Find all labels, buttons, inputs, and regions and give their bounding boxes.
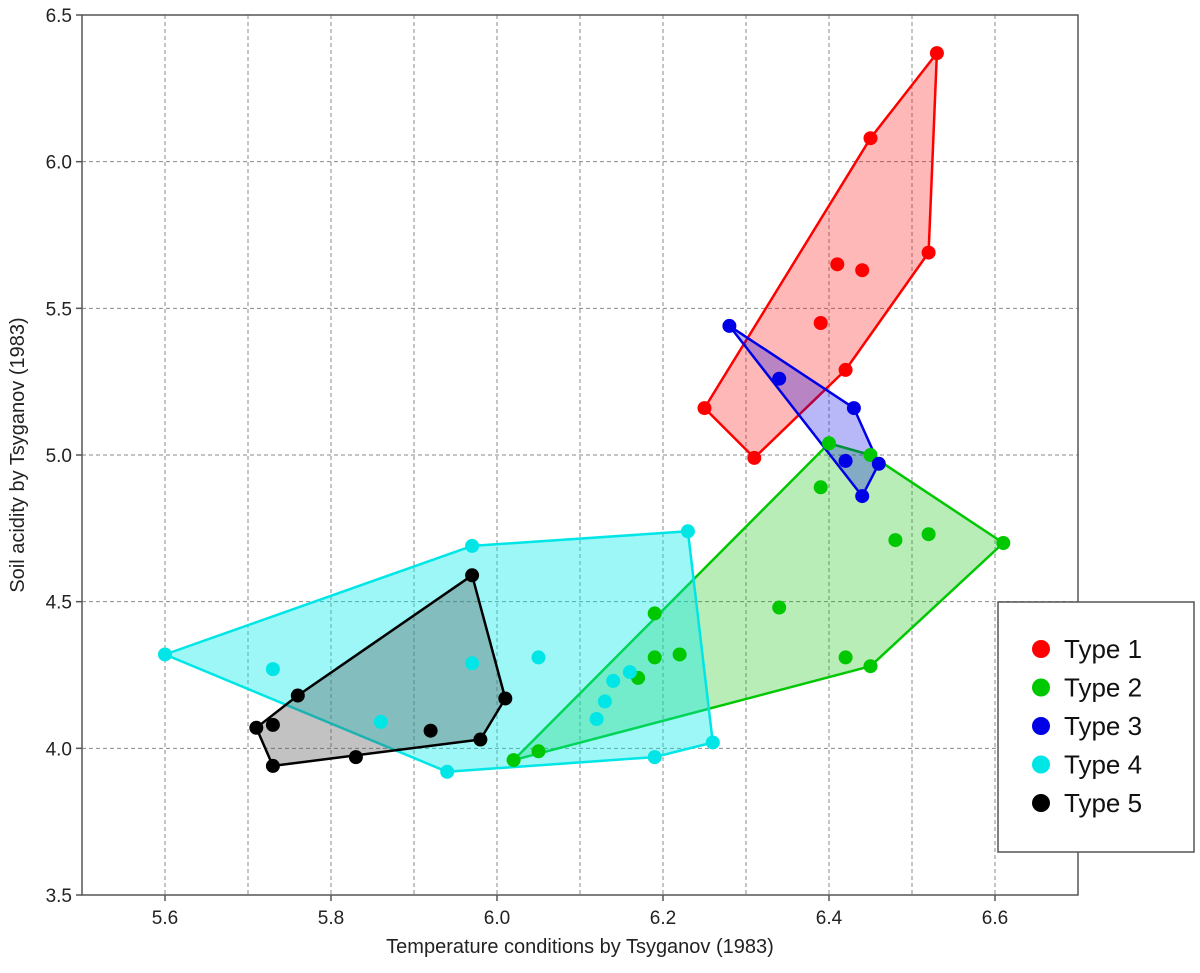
y-tick-label: 4.5 [46,593,72,614]
x-tick-label: 6.6 [982,908,1008,929]
point-type-5 [473,732,488,747]
y-tick-label: 6.5 [46,6,72,27]
point-type-4 [373,714,388,729]
legend-label-type-5: Type 5 [1064,788,1142,818]
point-type-4 [440,764,455,779]
point-type-5 [465,568,480,583]
point-type-3 [722,318,737,333]
grid [82,15,1078,895]
point-type-1 [863,131,878,146]
point-type-4 [647,750,662,765]
point-type-4 [705,735,720,750]
point-type-5 [423,723,438,738]
legend-marker-type-5 [1032,794,1050,812]
point-type-4 [589,712,604,726]
y-tick-label: 5.0 [46,446,72,467]
point-type-5 [265,758,280,773]
point-type-1 [813,316,828,330]
point-type-4 [597,694,612,709]
point-type-1 [697,401,712,416]
legend-items: Type 1 Type 2 Type 3 Type 4 Type 5 [1032,634,1142,818]
y-tick-label: 5.5 [46,299,72,320]
x-tick-label: 5.8 [318,908,344,929]
point-type-1 [921,245,936,260]
point-type-3 [871,456,886,471]
x-axis-ticks: 5.6 5.8 6.0 6.2 6.4 6.6 [152,895,1008,929]
point-type-5 [498,691,513,706]
point-type-2 [838,650,853,665]
x-axis-label: Temperature conditions by Tsyganov (1983… [386,936,774,958]
y-tick-label: 3.5 [46,886,72,907]
y-tick-label: 4.0 [46,739,72,760]
point-type-2 [647,650,662,665]
point-type-5 [265,717,280,732]
legend-marker-type-4 [1032,755,1050,774]
point-type-2 [506,753,521,768]
legend-marker-type-1 [1032,640,1050,658]
x-tick-label: 6.0 [484,908,510,929]
legend-label-type-4: Type 4 [1064,750,1142,780]
y-axis-ticks: 3.5 4.0 4.5 5.0 5.5 6.0 6.5 [46,6,82,907]
legend: Type 1 Type 2 Type 3 Type 4 Type 5 [997,601,1195,853]
point-type-5 [348,750,363,765]
point-type-1 [747,450,762,465]
legend-label-type-1: Type 1 [1064,634,1142,664]
point-type-4 [158,647,172,662]
x-tick-label: 6.2 [650,908,676,929]
point-type-1 [855,263,870,278]
x-tick-label: 5.6 [152,908,178,929]
x-tick-label: 6.4 [816,908,843,929]
point-type-2 [531,744,546,759]
point-type-5 [249,720,264,735]
y-axis-label: Soil acidity by Tsyganov (1983) [7,317,29,592]
point-type-3 [772,371,787,386]
point-type-4 [465,538,480,553]
point-type-1 [838,362,853,377]
y-tick-label: 6.0 [46,153,72,174]
point-type-3 [846,401,861,416]
point-type-2 [647,606,662,621]
legend-marker-type-3 [1032,717,1050,735]
point-type-2 [863,659,878,674]
legend-label-type-3: Type 3 [1064,711,1142,741]
point-type-2 [772,600,787,615]
legend-label-type-2: Type 2 [1064,673,1142,703]
point-type-1 [830,257,845,272]
point-type-2 [921,527,936,542]
point-type-2 [888,533,903,548]
point-type-2 [813,480,828,495]
legend-marker-type-2 [1032,678,1050,697]
point-type-3 [855,489,870,504]
point-type-5 [290,688,305,703]
point-type-2 [996,536,1011,550]
point-type-4 [606,673,621,688]
point-type-4 [465,656,480,671]
point-type-4 [622,665,637,680]
point-type-4 [680,524,695,539]
point-type-4 [531,650,546,665]
point-type-2 [863,448,878,462]
points-layer [158,46,1011,779]
point-type-2 [672,647,687,662]
legend-box [997,601,1195,853]
point-type-3 [838,453,853,468]
point-type-4 [265,662,280,677]
point-type-1 [929,46,944,61]
point-type-2 [822,436,836,451]
